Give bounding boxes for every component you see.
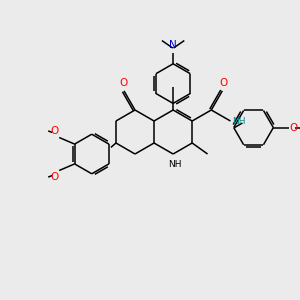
Text: O: O (219, 78, 227, 88)
Text: NH: NH (168, 160, 182, 169)
Text: N: N (169, 40, 177, 50)
Text: O: O (50, 127, 58, 136)
Text: O: O (119, 78, 127, 88)
Text: O: O (50, 172, 58, 182)
Text: O: O (290, 123, 298, 133)
Text: NH: NH (232, 118, 246, 127)
